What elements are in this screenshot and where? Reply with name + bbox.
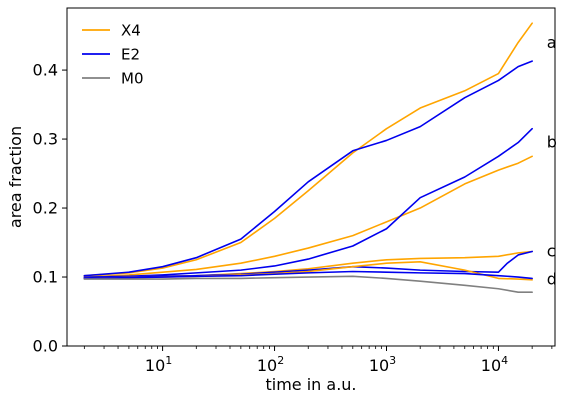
y-tick-label-0: 0.0 [33, 337, 58, 356]
x-tick-base-2: 10 [369, 356, 389, 375]
y-tick-label-3: 0.3 [33, 130, 58, 149]
series-line-2 [83, 60, 533, 277]
x-tick-label-3: 104 [481, 354, 508, 375]
x-tick-exponent-3: 4 [501, 354, 508, 367]
x-tick-label-0: 101 [145, 354, 172, 375]
x-tick-base-1: 10 [257, 356, 277, 375]
legend-label-0: X4 [121, 22, 141, 40]
x-tick-exponent-1: 2 [277, 354, 284, 367]
series-line-4 [83, 127, 533, 278]
series-line-1 [83, 22, 533, 277]
y-tick-label-1: 0.1 [33, 268, 58, 287]
y-tick-label-2: 0.2 [33, 199, 58, 218]
series-line-3 [83, 155, 533, 278]
legend: X4 E2 M0 [82, 22, 144, 88]
curve-annotation-a: a [547, 33, 557, 52]
series-lines-group [83, 22, 533, 294]
series-line-9 [83, 275, 533, 294]
x-tick-label-2: 103 [369, 354, 396, 375]
legend-label-1: E2 [121, 46, 140, 64]
x-tick-label-1: 102 [257, 354, 284, 375]
y-axis-label: area fraction [6, 126, 25, 228]
x-tick-base-0: 10 [145, 356, 165, 375]
y-tick-label-4: 0.4 [33, 61, 58, 80]
x-tick-exponent-2: 3 [389, 354, 396, 367]
series-line-8 [83, 270, 533, 280]
curve-annotation-d: d [547, 270, 557, 289]
x-axis-label: time in a.u. [265, 375, 356, 394]
curve-annotation-b: b [547, 132, 557, 151]
legend-label-2: M0 [121, 70, 144, 88]
curve-annotation-c: c [547, 241, 556, 260]
plot-frame [66, 7, 556, 347]
x-tick-exponent-0: 1 [165, 354, 172, 367]
x-tick-base-3: 10 [481, 356, 501, 375]
